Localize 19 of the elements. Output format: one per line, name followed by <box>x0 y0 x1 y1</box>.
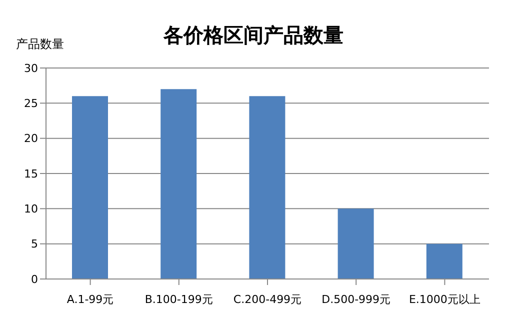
x-tick-label: E.1000元以上 <box>408 292 480 306</box>
y-tick-label: 5 <box>31 238 38 251</box>
y-axis-title: 产品数量 <box>16 36 64 53</box>
y-tick-label: 0 <box>31 272 38 286</box>
bar <box>249 96 286 279</box>
y-tick-label: 10 <box>24 202 38 216</box>
x-tick-label: B.100-199元 <box>144 292 213 306</box>
bar <box>338 208 374 279</box>
y-tick-label: 15 <box>24 167 38 180</box>
y-tick-label: 20 <box>24 132 38 146</box>
bar <box>160 89 197 279</box>
x-tick-label: C.200-499元 <box>233 292 302 306</box>
y-tick-label: 25 <box>24 97 38 110</box>
bar <box>426 244 462 279</box>
x-tick-label: D.500-999元 <box>322 292 391 306</box>
chart-title: 各价格区间产品数量 <box>164 23 344 47</box>
x-tick-label: A.1-99元 <box>66 292 114 306</box>
bar <box>72 96 108 279</box>
y-tick-label: 30 <box>24 62 38 75</box>
